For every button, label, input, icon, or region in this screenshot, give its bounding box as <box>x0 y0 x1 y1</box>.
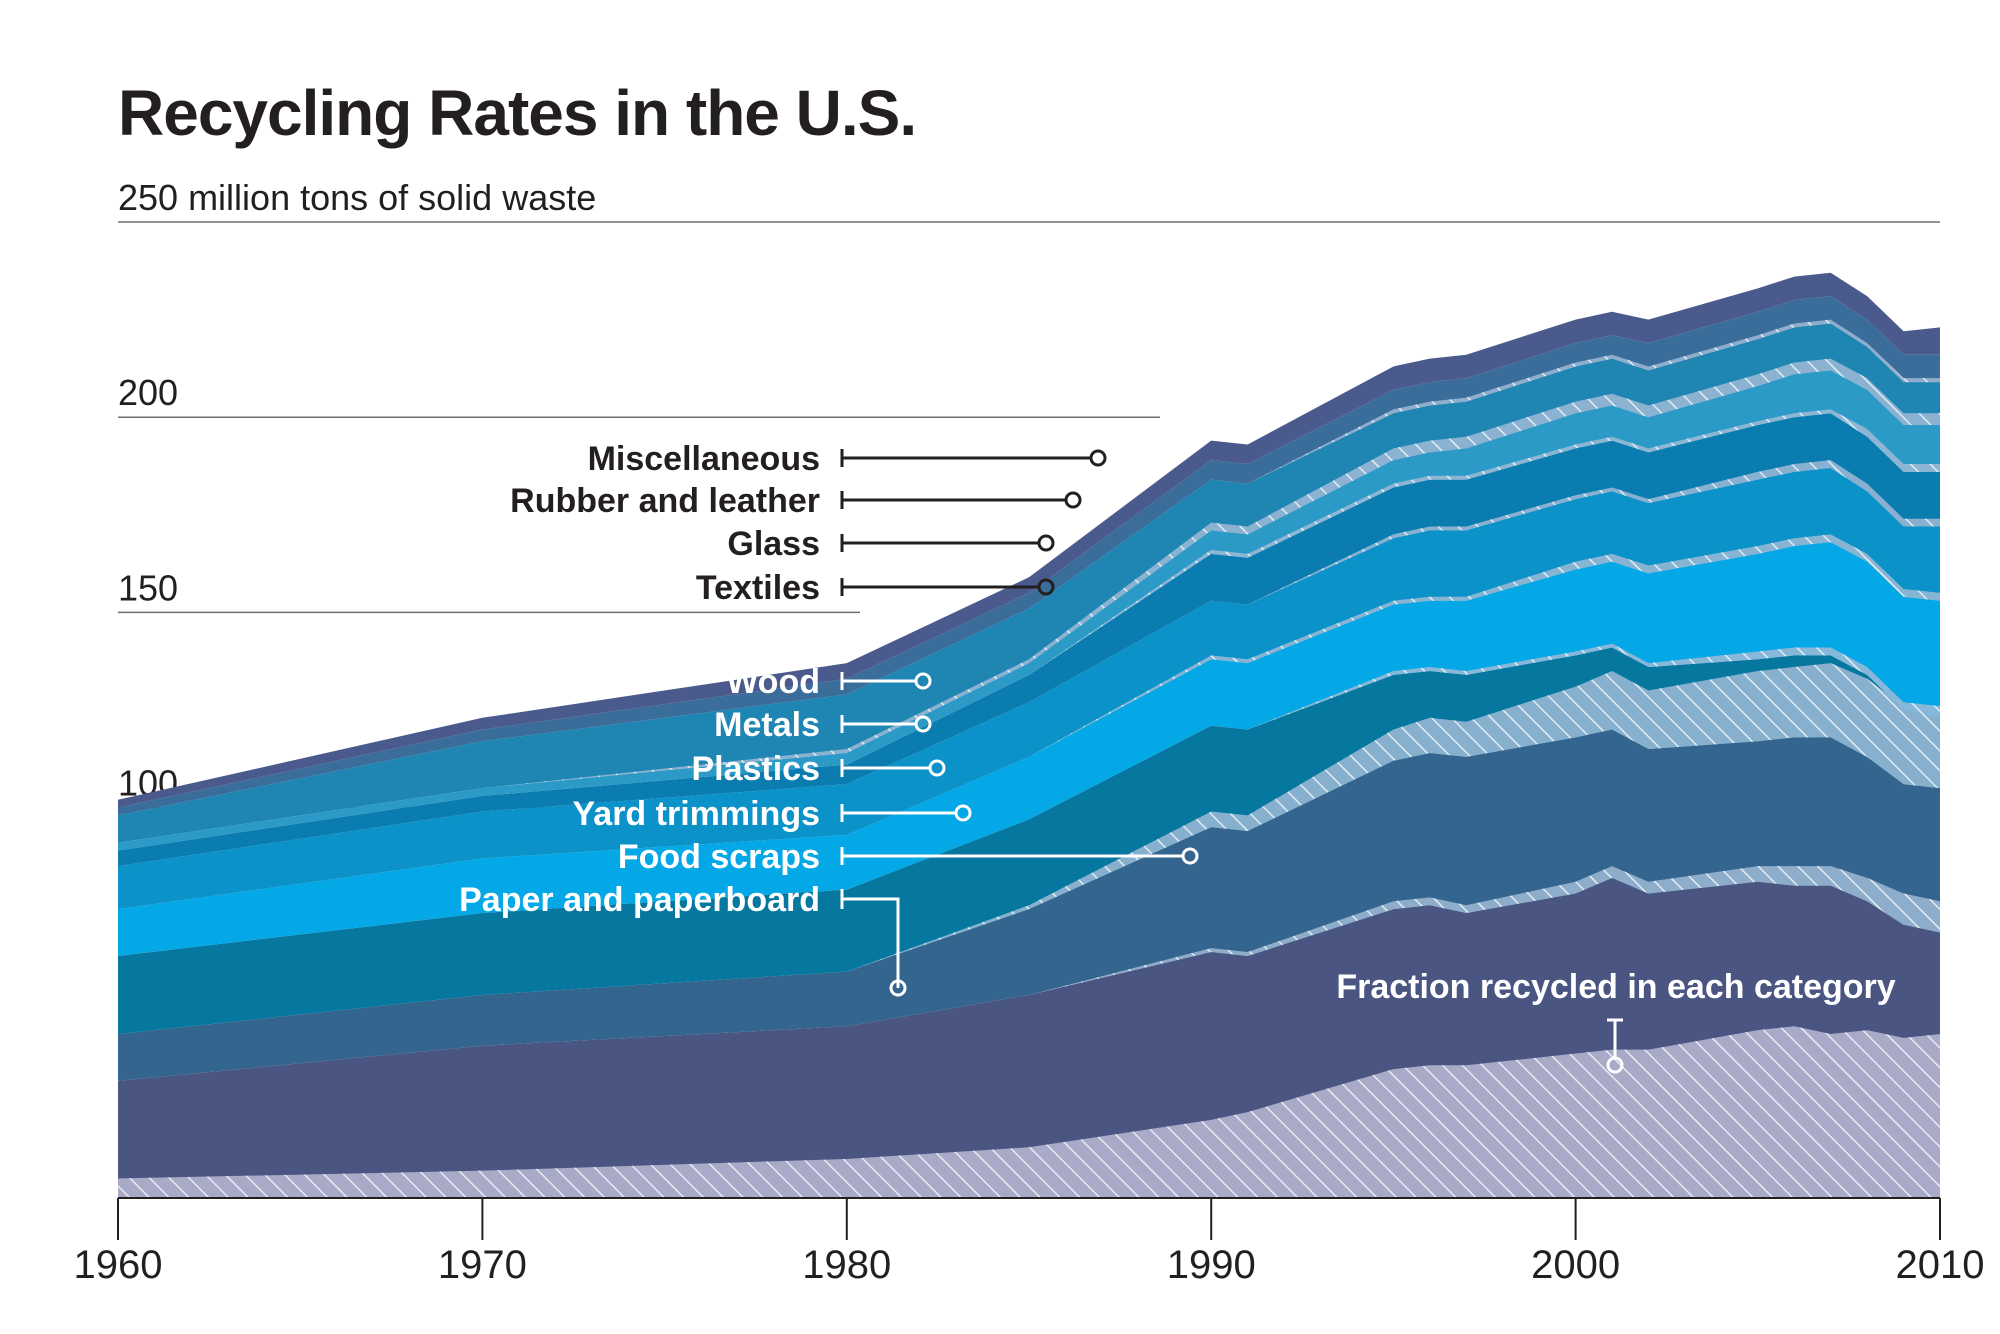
x-tick-label-1990: 1990 <box>1167 1243 1256 1287</box>
chart-title: Recycling Rates in the U.S. <box>118 77 917 149</box>
series-label: Metals <box>714 706 820 744</box>
leader-line <box>840 889 900 988</box>
label-paper-and-paperboard: Paper and paperboard <box>459 881 907 997</box>
area-wood <box>118 413 1940 867</box>
label-glass: Glass <box>727 525 1055 563</box>
leader-dot <box>1089 449 1107 467</box>
label-miscellaneous: Miscellaneous <box>588 440 1107 478</box>
x-tick-label-2010: 2010 <box>1896 1243 1985 1287</box>
leader-dot <box>1064 491 1082 509</box>
annotation-recycled: Fraction recycled in each category <box>1336 968 1896 1074</box>
area-food-scraps <box>118 729 1940 1081</box>
recycled-hatch-2 <box>118 663 1940 1035</box>
recycled-hatch-0 <box>118 1026 1940 1198</box>
series-label: Textiles <box>696 569 820 607</box>
label-wood: Wood <box>726 663 932 701</box>
series-label: Miscellaneous <box>588 440 820 478</box>
annotation-text: Fraction recycled in each category <box>1336 968 1895 1006</box>
leader-dot <box>1181 847 1199 865</box>
area-metals <box>118 467 1940 910</box>
series-label: Yard trimmings <box>572 795 820 833</box>
label-textiles: Textiles <box>696 569 1055 607</box>
label-rubber-and-leather: Rubber and leather <box>510 482 1082 520</box>
x-tick-label-1970: 1970 <box>438 1243 527 1287</box>
y-tick-label-150: 150 <box>118 567 178 608</box>
series-label: Plastics <box>691 750 820 788</box>
y-tick-label-200: 200 <box>118 372 178 413</box>
recycled-area-0 <box>118 1026 1940 1198</box>
y-tick-label-250: 250 million tons of solid waste <box>118 177 596 218</box>
series-labels: Miscellaneous Rubber and leather Glass Text… <box>459 440 1896 1074</box>
x-tick-label-1960: 1960 <box>74 1243 163 1287</box>
area-textiles <box>118 370 1940 851</box>
label-yard-trimmings: Yard trimmings <box>572 795 972 833</box>
series-label: Rubber and leather <box>510 482 820 520</box>
axes: 1960 1970 1980 1990 2000 2010 <box>74 1197 1985 1287</box>
label-plastics: Plastics <box>691 750 946 788</box>
area-plastics <box>118 542 1940 956</box>
leader-dot <box>914 672 932 690</box>
leader-dot <box>889 979 907 997</box>
series-label: Glass <box>727 525 820 563</box>
recycled-area-2 <box>118 663 1940 1035</box>
label-metals: Metals <box>714 706 932 744</box>
label-food-scraps: Food scraps <box>618 838 1199 876</box>
leader-dot <box>914 715 932 733</box>
leader-dot <box>1037 578 1055 596</box>
series-label: Food scraps <box>618 838 820 876</box>
series-label: Wood <box>726 663 820 701</box>
series-label: Paper and paperboard <box>459 881 820 919</box>
annotation-dot <box>1606 1056 1624 1074</box>
leader-dot <box>928 759 946 777</box>
x-tick-label-1980: 1980 <box>802 1243 891 1287</box>
area-layers <box>118 272 1940 1198</box>
leader-dot <box>1037 534 1055 552</box>
leader-dot <box>954 804 972 822</box>
x-tick-label-2000: 2000 <box>1531 1243 1620 1287</box>
